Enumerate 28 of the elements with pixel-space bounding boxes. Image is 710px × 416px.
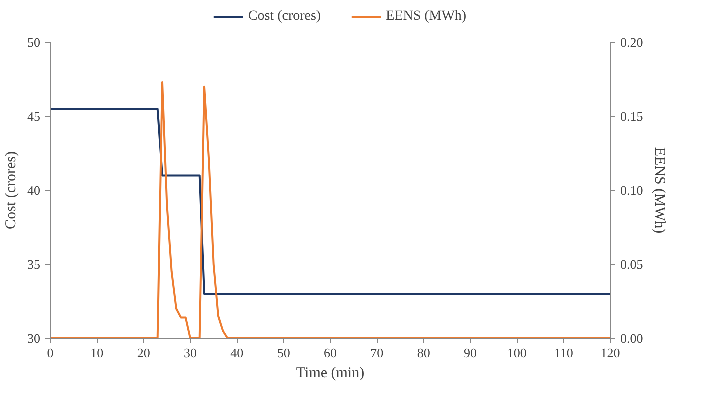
x-tick-label: 50 [277, 346, 290, 360]
x-tick-label: 70 [370, 346, 384, 360]
legend-label: EENS (MWh) [386, 9, 467, 25]
x-tick-label: 80 [417, 346, 430, 360]
x-axis-title: Time (min) [296, 366, 365, 382]
x-tick-label: 10 [90, 346, 104, 360]
y2-tick-label: 0.20 [620, 35, 644, 50]
x-tick-label: 30 [184, 346, 197, 360]
y-axis-title: Cost (crores) [4, 152, 20, 230]
y-tick-label: 50 [28, 35, 40, 50]
x-tick-label: 120 [600, 346, 620, 360]
x-tick-label: 110 [554, 346, 574, 360]
y2-tick-label: 0.05 [620, 257, 644, 272]
y2-tick-label: 0.15 [620, 109, 644, 124]
y-tick-label: 45 [28, 109, 40, 124]
x-tick-label: 20 [137, 346, 150, 360]
y2-tick-label: 0.00 [620, 331, 644, 346]
x-tick-label: 60 [324, 346, 337, 360]
y-tick-label: 35 [28, 257, 40, 272]
x-tick-label: 40 [230, 346, 244, 360]
y2-axis-title: EENS (MWh) [651, 147, 668, 234]
y-tick-label: 40 [28, 183, 40, 198]
legend-label: Cost (crores) [248, 9, 322, 25]
x-tick-label: 0 [47, 346, 54, 360]
y-tick-label: 30 [28, 331, 40, 346]
x-tick-label: 100 [507, 346, 527, 360]
x-tick-label: 90 [464, 346, 477, 360]
y2-tick-label: 0.10 [620, 183, 644, 198]
